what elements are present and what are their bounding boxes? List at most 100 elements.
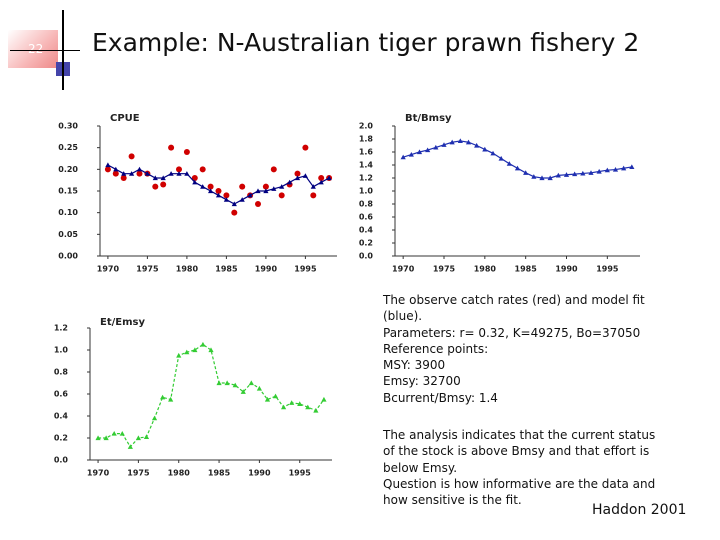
point	[160, 394, 166, 400]
analysis: The analysis indicates that the current …	[383, 427, 655, 508]
point	[433, 144, 439, 150]
point	[135, 435, 141, 441]
point	[294, 170, 301, 177]
y-tick-label: 0.4	[54, 412, 69, 421]
point	[580, 170, 586, 176]
point	[184, 171, 190, 176]
point	[629, 164, 635, 170]
point	[531, 174, 537, 179]
point	[127, 444, 133, 449]
point	[144, 171, 150, 176]
point	[223, 197, 229, 202]
y-tick-label: 0.6	[359, 213, 374, 222]
point	[223, 192, 230, 199]
x-tick-label: 1975	[433, 265, 456, 274]
point	[247, 192, 253, 198]
point	[151, 415, 158, 421]
x-tick-label: 1995	[294, 265, 317, 274]
point	[263, 188, 269, 194]
point	[514, 165, 521, 171]
point	[119, 431, 125, 436]
point	[425, 147, 431, 153]
point	[588, 170, 594, 175]
point	[313, 407, 319, 413]
x-tick-label: 1970	[87, 469, 110, 478]
point	[490, 150, 496, 156]
description: The observe catch rates (red) and model …	[383, 292, 645, 406]
x-tick-label: 1970	[97, 265, 120, 274]
point	[168, 144, 175, 151]
text-line: (blue).	[383, 309, 423, 324]
y-tick-label: 0.0	[54, 456, 69, 465]
point	[239, 183, 246, 190]
point	[215, 188, 222, 194]
point	[310, 184, 316, 189]
point	[572, 171, 578, 177]
point	[168, 396, 174, 402]
point	[192, 179, 198, 185]
point	[271, 186, 277, 191]
point	[184, 349, 190, 355]
y-tick-label: 0.2	[54, 434, 68, 443]
point	[400, 154, 406, 160]
y-tick-label: 0.2	[359, 239, 373, 248]
y-tick-label: 0.8	[54, 368, 69, 377]
chart-title: Bt/Bmsy	[405, 113, 452, 124]
x-tick-label: 1985	[515, 265, 538, 274]
point	[289, 400, 295, 405]
text-line: MSY: 3900	[383, 358, 446, 373]
x-tick-label: 1990	[248, 469, 271, 478]
point	[441, 142, 447, 147]
divider-h	[10, 50, 80, 51]
point	[465, 139, 472, 145]
y-tick-label: 0.6	[54, 390, 69, 399]
point	[326, 175, 332, 181]
point	[128, 153, 135, 160]
point	[302, 144, 309, 151]
y-tick-label: 2.0	[359, 122, 374, 131]
text-line: how sensitive is the fit.	[383, 493, 522, 508]
x-tick-label: 1990	[255, 265, 278, 274]
x-tick-label: 1985	[215, 265, 238, 274]
y-tick-label: 1.8	[359, 135, 374, 144]
x-tick-label: 1995	[596, 265, 619, 274]
text-line: The analysis indicates that the current …	[383, 428, 656, 442]
point	[176, 166, 182, 173]
point	[498, 155, 504, 161]
x-tick-label: 1990	[555, 265, 578, 274]
y-tick-label: 1.6	[359, 148, 374, 157]
y-tick-label: 0.20	[58, 165, 78, 174]
point	[152, 183, 159, 190]
point	[547, 175, 553, 181]
point	[136, 166, 143, 172]
point	[105, 162, 111, 168]
point	[176, 352, 182, 358]
x-tick-label: 1975	[127, 469, 150, 478]
point	[305, 404, 311, 410]
series-line	[98, 343, 325, 448]
y-tick-label: 0.10	[58, 208, 78, 217]
point	[103, 435, 109, 441]
point	[136, 170, 143, 177]
point	[539, 175, 545, 181]
point	[563, 172, 570, 177]
point	[168, 171, 174, 176]
point	[555, 172, 561, 178]
y-tick-label: 1.0	[54, 346, 69, 355]
point	[523, 170, 529, 175]
point	[111, 431, 117, 436]
point	[192, 347, 198, 353]
point	[449, 139, 455, 145]
point	[160, 181, 167, 188]
point	[113, 166, 119, 172]
point	[474, 142, 480, 148]
point	[621, 165, 627, 171]
y-tick-label: 1.2	[359, 174, 373, 183]
point	[239, 197, 245, 202]
point	[457, 138, 463, 144]
point	[262, 183, 269, 190]
point	[256, 385, 262, 391]
point	[95, 435, 101, 441]
y-tick-label: 0.00	[58, 252, 78, 261]
